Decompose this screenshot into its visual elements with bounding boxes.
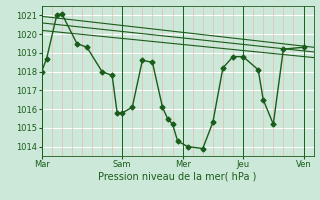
X-axis label: Pression niveau de la mer( hPa ): Pression niveau de la mer( hPa ) [99, 172, 257, 182]
